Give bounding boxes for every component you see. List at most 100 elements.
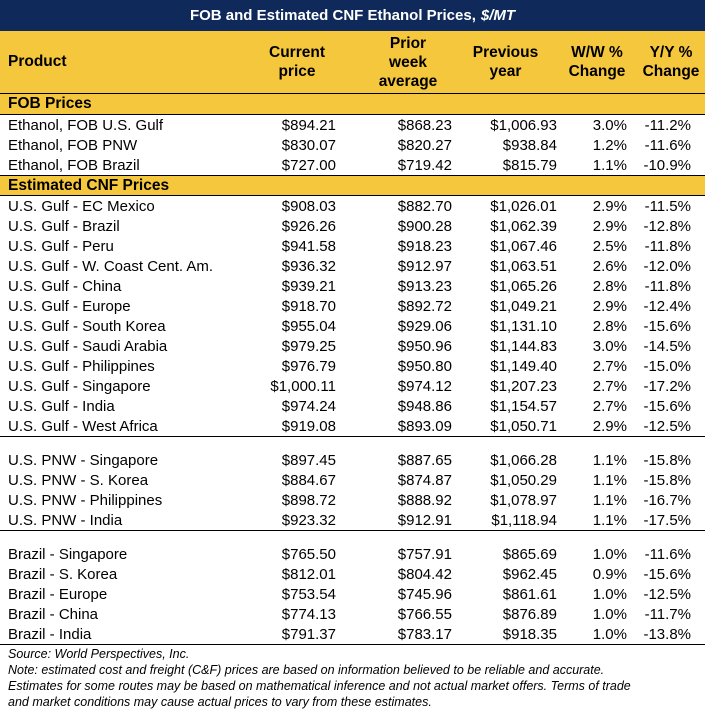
cell-ww: 2.9% (592, 417, 627, 435)
cell-prior: $950.96 (397, 337, 452, 355)
table-row: Ethanol, FOB PNW $830.07 $820.27 $938.84 1.2… (0, 135, 705, 155)
cell-product: U.S. Gulf - West Africa (8, 417, 158, 435)
cell-prior: $804.42 (397, 565, 452, 583)
cell-previous: $1,207.23 (490, 377, 557, 395)
cell-product: Ethanol, FOB PNW (8, 136, 138, 154)
cell-yy: -11.6% (644, 545, 691, 563)
cell-current: $774.13 (281, 605, 336, 623)
cell-ww: 2.8% (592, 317, 627, 335)
cell-prior: $912.97 (397, 257, 452, 275)
cell-ww: 3.0% (592, 116, 627, 134)
cell-previous: $1,049.21 (490, 297, 557, 315)
cell-previous: $1,050.29 (490, 471, 557, 489)
cell-prior: $900.28 (397, 217, 452, 235)
cell-product: Brazil - S. Korea (8, 565, 118, 583)
table-row: Brazil - Singapore $765.50 $757.91 $865.69 1… (0, 544, 705, 564)
cell-current: $979.25 (281, 337, 336, 355)
cell-previous: $1,066.28 (490, 451, 557, 469)
cell-yy: -14.5% (643, 337, 691, 355)
table-row: U.S. Gulf - Europe $918.70 $892.72 $1,049.2… (0, 296, 705, 316)
cell-product: U.S. PNW - Philippines (8, 491, 163, 509)
cell-current: $974.24 (281, 397, 336, 415)
cell-current: $939.21 (281, 277, 336, 295)
table-row: U.S. Gulf - Philippines $976.79 $950.80 $1,… (0, 356, 705, 376)
cell-product: U.S. Gulf - Philippines (8, 357, 155, 375)
cell-previous: $876.89 (502, 605, 557, 623)
table-row: U.S. PNW - India $923.32 $912.91 $1,118.94 1… (0, 510, 705, 530)
cell-prior: $892.72 (397, 297, 452, 315)
cell-ww: 1.1% (592, 491, 627, 509)
cell-ww: 1.0% (592, 625, 627, 643)
note-line: Estimates for some routes may be based o… (8, 679, 631, 693)
brazil-rows: Brazil - Singapore $765.50 $757.91 $865.69 1… (0, 544, 705, 644)
cell-previous: $1,078.97 (490, 491, 557, 509)
cell-previous: $918.35 (502, 625, 557, 643)
cell-current: $941.58 (281, 237, 336, 255)
table-row: U.S. Gulf - EC Mexico $908.03 $882.70 $1,02… (0, 196, 705, 216)
table-row: Ethanol, FOB U.S. Gulf $894.21 $868.23 $1,0… (0, 115, 705, 135)
cell-prior: $913.23 (397, 277, 452, 295)
cell-product: U.S. PNW - India (8, 511, 123, 529)
cell-prior: $929.06 (397, 317, 452, 335)
cell-previous: $1,065.26 (490, 277, 557, 295)
cell-current: $923.32 (281, 511, 336, 529)
cell-yy: -15.8% (643, 451, 691, 469)
gulf-rows: U.S. Gulf - EC Mexico $908.03 $882.70 $1,02… (0, 196, 705, 436)
cell-current: $884.67 (281, 471, 336, 489)
cell-prior: $766.55 (397, 605, 452, 623)
note-line: Note: estimated cost and freight (C&F) p… (8, 663, 605, 677)
header-prior: Prior week average (378, 34, 438, 90)
cell-previous: $861.61 (502, 585, 557, 603)
source-note: Source: World Perspectives, Inc. (8, 647, 190, 661)
cell-ww: 1.1% (592, 511, 627, 529)
column-header-row: Product Current price Prior week average… (0, 31, 705, 94)
cell-previous: $1,154.57 (490, 397, 557, 415)
cell-prior: $948.86 (397, 397, 452, 415)
table-row: U.S. Gulf - Peru $941.58 $918.23 $1,067.46 2… (0, 236, 705, 256)
group-divider (0, 644, 705, 645)
cell-current: $830.07 (281, 136, 336, 154)
cell-yy: -15.8% (643, 471, 691, 489)
cell-ww: 2.5% (592, 237, 627, 255)
footnotes: Source: World Perspectives, Inc. Note: e… (0, 646, 705, 710)
cell-product: U.S. Gulf - South Korea (8, 317, 166, 335)
table-row: U.S. Gulf - India $974.24 $948.86 $1,154.57… (0, 396, 705, 416)
cell-product: U.S. Gulf - Peru (8, 237, 114, 255)
cell-product: U.S. PNW - Singapore (8, 451, 159, 469)
cell-yy: -11.6% (644, 136, 691, 154)
cell-current: $727.00 (281, 156, 336, 174)
cell-ww: 1.2% (592, 136, 627, 154)
cell-prior: $874.87 (397, 471, 452, 489)
note-line: and market conditions may cause actual p… (8, 695, 432, 709)
cell-prior: $868.23 (397, 116, 452, 134)
cell-previous: $865.69 (502, 545, 557, 563)
cell-product: Ethanol, FOB U.S. Gulf (8, 116, 164, 134)
cell-current: $926.26 (281, 217, 336, 235)
cell-current: $898.72 (281, 491, 336, 509)
table-row: U.S. Gulf - West Africa $919.08 $893.09 $1,… (0, 416, 705, 436)
cell-ww: 2.9% (592, 297, 627, 315)
cell-previous: $1,006.93 (490, 116, 557, 134)
cell-ww: 1.1% (592, 156, 627, 174)
cell-product: U.S. Gulf - Europe (8, 297, 131, 315)
cell-yy: -12.4% (643, 297, 691, 315)
fob-rows: Ethanol, FOB U.S. Gulf $894.21 $868.23 $1,0… (0, 115, 705, 175)
cell-ww: 2.6% (592, 257, 627, 275)
cell-yy: -15.6% (643, 397, 691, 415)
cell-yy: -15.6% (643, 565, 691, 583)
cell-yy: -17.5% (643, 511, 691, 529)
group-divider (0, 436, 705, 437)
section-cnf: Estimated CNF Prices (0, 175, 705, 196)
table-row: U.S. Gulf - Saudi Arabia $979.25 $950.96 $1… (0, 336, 705, 356)
cell-current: $791.37 (281, 625, 336, 643)
cell-product: U.S. Gulf - Saudi Arabia (8, 337, 168, 355)
cell-yy: -11.7% (644, 605, 691, 623)
header-current: Current price (269, 44, 325, 80)
cell-yy: -16.7% (643, 491, 691, 509)
cell-ww: 1.0% (592, 545, 627, 563)
header-yy: Y/Y % Change (642, 44, 700, 80)
cell-current: $765.50 (281, 545, 336, 563)
cell-previous: $1,131.10 (490, 317, 557, 335)
header-ww: W/W % Change (568, 44, 626, 80)
cell-ww: 3.0% (592, 337, 627, 355)
